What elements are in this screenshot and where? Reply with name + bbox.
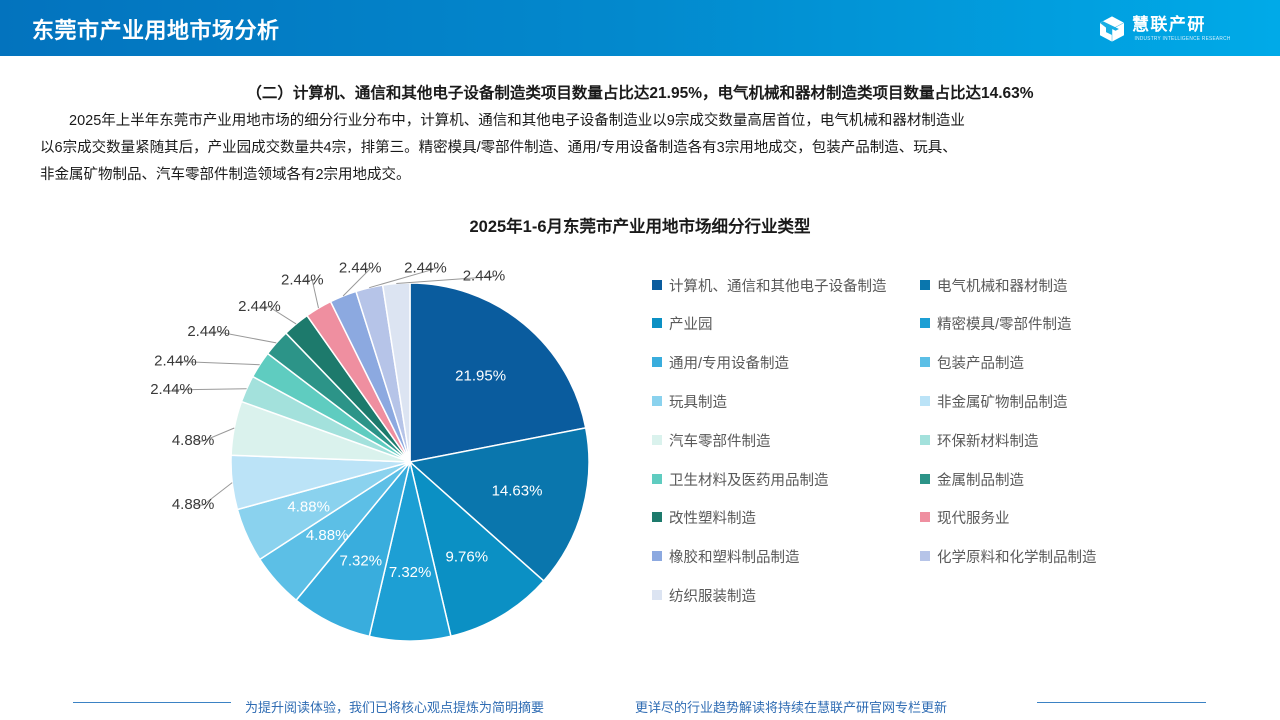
svg-text:4.88%: 4.88% <box>172 496 215 513</box>
svg-text:14.63%: 14.63% <box>492 482 543 499</box>
svg-text:2.44%: 2.44% <box>238 298 281 315</box>
svg-text:7.32%: 7.32% <box>389 564 432 581</box>
svg-text:4.88%: 4.88% <box>287 498 330 515</box>
svg-text:2.44%: 2.44% <box>187 323 230 340</box>
svg-text:4.88%: 4.88% <box>172 432 215 449</box>
svg-text:2.44%: 2.44% <box>463 267 506 284</box>
svg-text:2.44%: 2.44% <box>281 271 324 288</box>
svg-text:4.88%: 4.88% <box>306 527 349 544</box>
svg-text:2.44%: 2.44% <box>339 260 382 277</box>
svg-text:9.76%: 9.76% <box>446 548 489 565</box>
svg-text:2.44%: 2.44% <box>404 260 447 277</box>
svg-text:2.44%: 2.44% <box>154 353 197 370</box>
svg-text:21.95%: 21.95% <box>455 367 506 384</box>
svg-text:2.44%: 2.44% <box>150 381 193 398</box>
svg-text:7.32%: 7.32% <box>340 552 383 569</box>
